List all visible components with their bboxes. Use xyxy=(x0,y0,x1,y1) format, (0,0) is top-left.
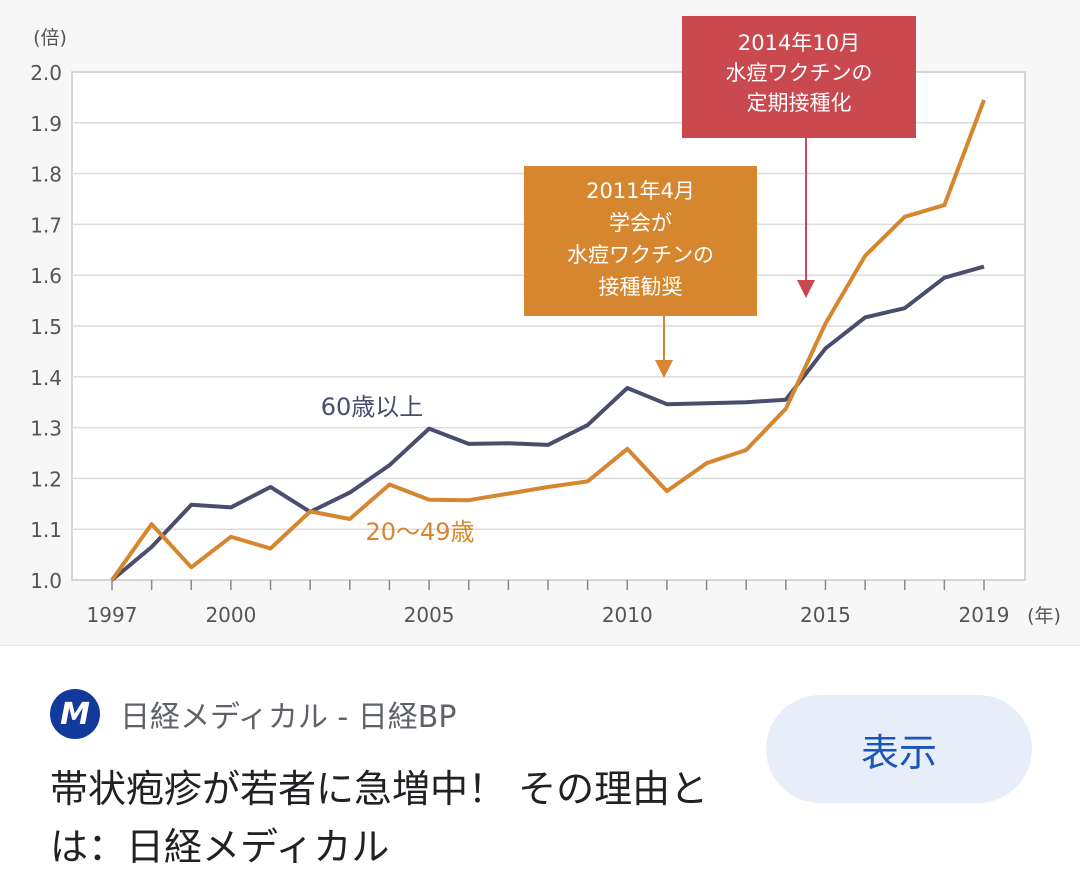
open-button[interactable]: 表示 xyxy=(766,695,1032,803)
annotation-text: 接種勧奨 xyxy=(599,275,683,299)
y-tick-label: 1.1 xyxy=(30,518,62,542)
x-tick-label: 2005 xyxy=(404,603,455,627)
annotation-text: 学会が xyxy=(609,211,672,235)
y-tick-label: 1.6 xyxy=(30,264,62,288)
x-unit-label: (年) xyxy=(1027,605,1061,627)
source-row[interactable]: M 日経メディカル - 日経BP xyxy=(50,689,456,739)
line-chart: 1.0 1.1 1.2 1.3 1.4 1.5 1.6 1.7 1.8 1.9 2.0 (倍) 1997… xyxy=(30,16,1061,627)
series-line-1 xyxy=(110,99,986,582)
series-label-60plus: 60歳以上 xyxy=(321,393,424,421)
y-tick-label: 1.9 xyxy=(30,112,62,136)
annotation-arrow-head xyxy=(797,280,815,298)
result-title-link[interactable]: 帯状疱疹が若者に急増中！ その理由とは：日経メディカル xyxy=(50,767,709,869)
annotation-text: 2014年10月 xyxy=(738,31,860,55)
y-tick-label: 1.4 xyxy=(30,366,62,390)
y-tick-label: 1.7 xyxy=(30,213,62,237)
x-tick-label: 2015 xyxy=(800,603,851,627)
y-tick-label: 1.3 xyxy=(30,417,62,441)
series-line-0 xyxy=(110,264,985,582)
y-tick-label: 2.0 xyxy=(30,61,62,85)
y-tick-label: 1.8 xyxy=(30,163,62,187)
x-tick-label: 2000 xyxy=(205,603,256,627)
result-image[interactable]: 1.0 1.1 1.2 1.3 1.4 1.5 1.6 1.7 1.8 1.9 2.0 (倍) 1997… xyxy=(0,0,1080,645)
source-logo-icon: M xyxy=(50,689,100,739)
series-label-20to49: 20〜49歳 xyxy=(365,518,474,546)
x-tick-label: 1997 xyxy=(87,603,138,627)
annotation-text: 水痘ワクチンの xyxy=(567,243,714,267)
annotation-text: 2011年4月 xyxy=(586,179,695,203)
annotation-text: 水痘ワクチンの xyxy=(726,61,873,85)
annotation-box-1 xyxy=(682,16,916,138)
y-tick-label: 1.5 xyxy=(30,315,62,339)
annotation-arrow-head xyxy=(655,360,673,378)
y-tick-label: 1.2 xyxy=(30,467,62,491)
y-tick-label: 1.0 xyxy=(30,569,62,593)
x-tick-label: 2019 xyxy=(959,603,1010,627)
annotation-text: 定期接種化 xyxy=(747,91,852,115)
x-tick-label: 2010 xyxy=(602,603,653,627)
annotation-box-0 xyxy=(524,166,757,316)
y-unit-label: (倍) xyxy=(33,27,67,49)
source-name[interactable]: 日経メディカル - 日経BP xyxy=(120,700,457,735)
divider xyxy=(0,645,1080,646)
